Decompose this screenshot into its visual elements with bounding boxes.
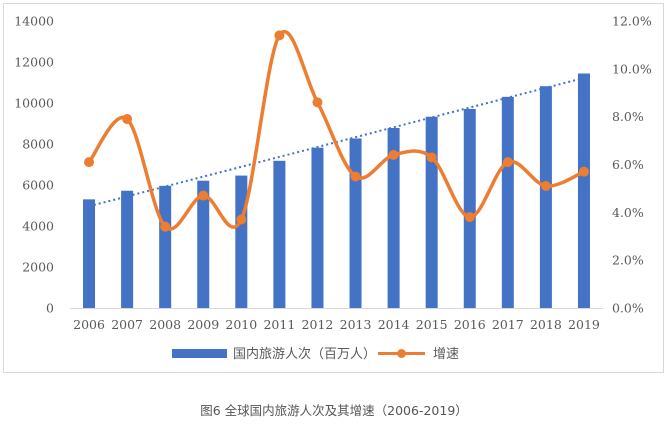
growth-marker-2019 — [578, 166, 589, 177]
y-right-tick-label: 8.0% — [612, 109, 644, 124]
y-right-tick-label: 6.0% — [612, 157, 644, 172]
y-right-tick-label: 0.0% — [612, 301, 644, 316]
bar-2017 — [501, 96, 514, 308]
bar-2008 — [159, 185, 172, 308]
y-left-tick-label: 14000 — [14, 14, 54, 29]
y-left-tick-label: 4000 — [22, 219, 54, 234]
chart: 0 2000 4000 6000 8000 10000 12000 14000 0.0% 2.0… — [14, 14, 652, 363]
bar-2009 — [197, 180, 210, 308]
x-tick-label: 2019 — [568, 317, 600, 332]
x-axis-ticks: 2006 2007 2008 2009 2010 2011 2012 2013 2014 2015… — [73, 317, 600, 332]
y-right-tick-label: 12.0% — [612, 14, 652, 29]
legend-bar-label: 国内旅游人次（百万人） — [233, 346, 376, 362]
bar-series — [83, 73, 590, 308]
growth-marker-2018 — [540, 181, 551, 192]
bar-2013 — [349, 138, 362, 308]
growth-marker-2011 — [274, 30, 285, 41]
y-left-tick-label: 2000 — [22, 260, 54, 275]
bar-2019 — [577, 73, 590, 308]
chart-frame: 0 2000 4000 6000 8000 10000 12000 14000 0.0% 2.0… — [3, 3, 664, 373]
x-tick-label: 2018 — [530, 317, 562, 332]
y-axis-left-ticks: 0 2000 4000 6000 8000 10000 12000 14000 — [14, 14, 54, 316]
x-tick-label: 2007 — [111, 317, 143, 332]
y-left-tick-label: 12000 — [14, 55, 54, 70]
growth-marker-2017 — [502, 157, 513, 168]
x-tick-label: 2017 — [492, 317, 524, 332]
growth-marker-2010 — [236, 214, 247, 225]
growth-marker-2009 — [198, 190, 209, 201]
y-right-tick-label: 4.0% — [612, 205, 644, 220]
figure-caption: 图6 全球国内旅游人次及其增速（2006-2019） — [200, 403, 468, 418]
x-tick-label: 2013 — [340, 317, 372, 332]
x-tick-label: 2009 — [187, 317, 219, 332]
growth-marker-2014 — [388, 149, 399, 160]
growth-markers — [84, 30, 589, 232]
growth-marker-2012 — [312, 97, 323, 108]
legend-line-marker — [397, 349, 406, 358]
y-left-tick-label: 8000 — [22, 137, 54, 152]
x-tick-label: 2008 — [149, 317, 181, 332]
x-tick-label: 2014 — [378, 317, 410, 332]
x-tick-label: 2006 — [73, 317, 105, 332]
growth-marker-2016 — [464, 212, 475, 223]
legend: 国内旅游人次（百万人） 增速 — [172, 346, 459, 362]
bar-2018 — [539, 86, 552, 308]
bar-2014 — [387, 128, 400, 308]
growth-marker-2013 — [350, 171, 361, 182]
growth-marker-2015 — [426, 152, 437, 163]
y-right-tick-label: 2.0% — [612, 253, 644, 268]
growth-marker-2006 — [84, 157, 95, 168]
legend-line-label: 增速 — [433, 347, 459, 362]
bar-2007 — [121, 190, 134, 308]
x-tick-label: 2016 — [454, 317, 486, 332]
growth-marker-2007 — [122, 114, 133, 125]
y-right-tick-label: 10.0% — [612, 61, 652, 76]
legend-bar-swatch — [172, 349, 227, 358]
growth-marker-2008 — [160, 221, 171, 232]
x-tick-label: 2011 — [263, 317, 295, 332]
x-tick-label: 2012 — [302, 317, 334, 332]
x-tick-label: 2015 — [416, 317, 448, 332]
bar-2011 — [273, 160, 286, 308]
y-axis-right-ticks: 0.0% 2.0% 4.0% 6.0% 8.0% 10.0% 12.0% — [612, 14, 652, 316]
bar-2012 — [311, 147, 324, 308]
y-left-tick-label: 0 — [46, 301, 54, 316]
y-left-tick-label: 10000 — [14, 96, 54, 111]
bar-2015 — [425, 116, 438, 308]
bar-2016 — [463, 108, 476, 308]
bar-2010 — [235, 175, 248, 308]
bar-2006 — [83, 199, 96, 308]
y-left-tick-label: 6000 — [22, 178, 54, 193]
x-tick-label: 2010 — [225, 317, 257, 332]
